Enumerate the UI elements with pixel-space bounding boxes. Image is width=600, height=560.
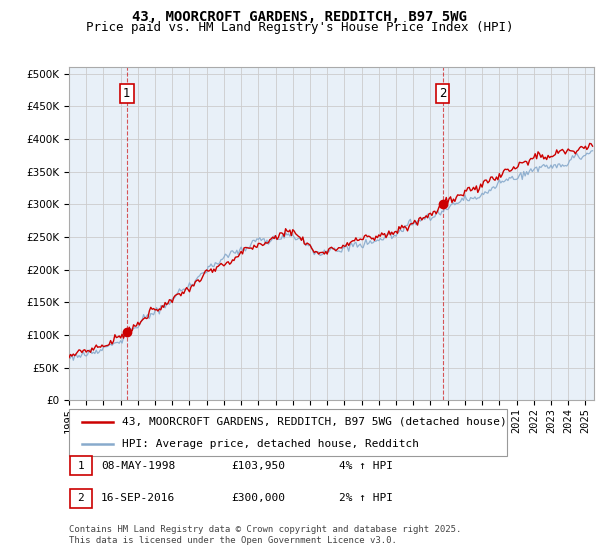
Text: 1: 1 xyxy=(77,461,85,471)
Text: 16-SEP-2016: 16-SEP-2016 xyxy=(101,493,175,503)
Text: 43, MOORCROFT GARDENS, REDDITCH, B97 5WG: 43, MOORCROFT GARDENS, REDDITCH, B97 5WG xyxy=(133,10,467,24)
Text: 1: 1 xyxy=(123,87,131,100)
Text: 2: 2 xyxy=(77,493,85,503)
Text: 4% ↑ HPI: 4% ↑ HPI xyxy=(339,461,393,471)
Text: Contains HM Land Registry data © Crown copyright and database right 2025.
This d: Contains HM Land Registry data © Crown c… xyxy=(69,525,461,545)
Text: HPI: Average price, detached house, Redditch: HPI: Average price, detached house, Redd… xyxy=(122,438,419,449)
Text: 2% ↑ HPI: 2% ↑ HPI xyxy=(339,493,393,503)
Text: 2: 2 xyxy=(439,87,446,100)
Text: £300,000: £300,000 xyxy=(231,493,285,503)
Text: 08-MAY-1998: 08-MAY-1998 xyxy=(101,461,175,471)
Text: £103,950: £103,950 xyxy=(231,461,285,471)
Text: Price paid vs. HM Land Registry's House Price Index (HPI): Price paid vs. HM Land Registry's House … xyxy=(86,21,514,34)
Text: 43, MOORCROFT GARDENS, REDDITCH, B97 5WG (detached house): 43, MOORCROFT GARDENS, REDDITCH, B97 5WG… xyxy=(122,417,506,427)
